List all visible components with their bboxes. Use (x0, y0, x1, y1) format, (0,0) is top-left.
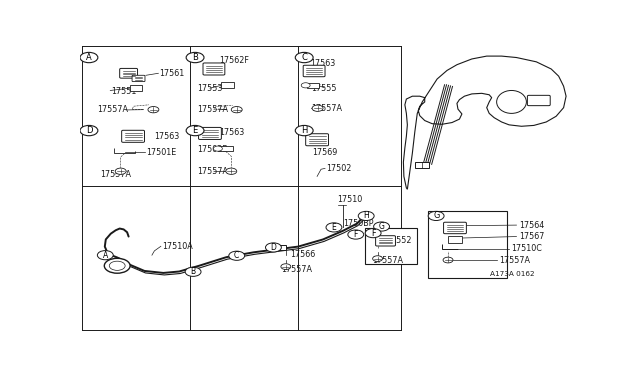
Text: 17551: 17551 (111, 87, 136, 96)
Circle shape (226, 168, 237, 174)
Circle shape (312, 105, 323, 111)
Circle shape (266, 243, 282, 252)
Text: G: G (379, 222, 385, 231)
Circle shape (326, 223, 342, 232)
Circle shape (301, 83, 310, 88)
Text: 17510: 17510 (337, 195, 362, 204)
FancyBboxPatch shape (122, 130, 145, 142)
FancyBboxPatch shape (415, 162, 429, 167)
FancyBboxPatch shape (527, 95, 550, 106)
Text: A: A (86, 53, 92, 62)
Text: 17552: 17552 (387, 236, 412, 245)
Text: H: H (364, 211, 369, 221)
Circle shape (80, 52, 98, 63)
Text: 17569: 17569 (312, 148, 337, 157)
FancyBboxPatch shape (120, 68, 138, 78)
Text: 17561: 17561 (159, 69, 184, 78)
Circle shape (185, 267, 201, 276)
Text: 17555: 17555 (312, 84, 337, 93)
Text: H: H (301, 126, 307, 135)
Circle shape (295, 125, 313, 136)
Text: F: F (353, 230, 358, 239)
Text: 17566: 17566 (290, 250, 315, 259)
Text: 17567: 17567 (519, 232, 545, 241)
Text: 17557A: 17557A (197, 167, 228, 176)
Circle shape (148, 106, 159, 113)
Text: C: C (301, 53, 307, 62)
Circle shape (443, 257, 453, 263)
Text: B: B (191, 267, 196, 276)
Text: 17563: 17563 (219, 128, 244, 137)
FancyBboxPatch shape (428, 211, 507, 278)
Text: 17557A: 17557A (100, 170, 131, 179)
FancyBboxPatch shape (376, 236, 396, 246)
Text: 17564: 17564 (519, 221, 544, 230)
FancyBboxPatch shape (306, 134, 328, 146)
Text: F: F (371, 229, 376, 238)
Text: D: D (86, 126, 92, 135)
FancyBboxPatch shape (271, 244, 286, 250)
Circle shape (186, 52, 204, 63)
FancyBboxPatch shape (130, 85, 142, 91)
Circle shape (213, 146, 222, 151)
Circle shape (115, 168, 126, 174)
FancyBboxPatch shape (198, 128, 221, 140)
Text: 17502B: 17502B (197, 145, 228, 154)
Text: 17557A: 17557A (281, 265, 312, 274)
Circle shape (428, 211, 444, 221)
Text: 17510A: 17510A (162, 242, 193, 251)
FancyBboxPatch shape (365, 228, 417, 264)
Text: A: A (102, 251, 108, 260)
FancyBboxPatch shape (444, 222, 467, 234)
Text: B: B (192, 53, 198, 62)
Text: 17557A: 17557A (372, 256, 404, 264)
FancyBboxPatch shape (303, 65, 325, 77)
Text: 17510C: 17510C (511, 244, 542, 253)
Text: 17557A: 17557A (97, 105, 129, 115)
Text: 17563: 17563 (154, 132, 180, 141)
Text: 17557A: 17557A (198, 105, 228, 113)
Text: 17501E: 17501E (146, 148, 176, 157)
Text: D: D (271, 243, 276, 252)
Circle shape (231, 106, 242, 113)
FancyBboxPatch shape (307, 83, 319, 88)
Circle shape (358, 211, 374, 221)
Circle shape (348, 230, 364, 239)
Circle shape (295, 52, 313, 63)
Text: 1750BP: 1750BP (343, 219, 373, 228)
Ellipse shape (497, 90, 526, 113)
Text: 17562F: 17562F (219, 56, 249, 65)
Circle shape (281, 264, 291, 269)
Text: G: G (433, 211, 439, 221)
Circle shape (104, 258, 130, 273)
Text: 17563: 17563 (310, 58, 336, 68)
Circle shape (372, 256, 383, 262)
FancyBboxPatch shape (218, 146, 233, 151)
Text: 17553: 17553 (198, 84, 223, 93)
Text: 17557A: 17557A (499, 256, 530, 264)
Circle shape (374, 222, 390, 231)
Circle shape (80, 125, 98, 136)
Text: C: C (234, 251, 239, 260)
FancyBboxPatch shape (221, 83, 234, 88)
FancyBboxPatch shape (447, 236, 463, 243)
Text: E: E (332, 223, 337, 232)
Circle shape (109, 261, 125, 270)
Circle shape (97, 251, 113, 260)
Text: E: E (193, 126, 198, 135)
Text: 17557A: 17557A (312, 104, 342, 113)
Polygon shape (403, 56, 566, 189)
FancyBboxPatch shape (203, 63, 225, 75)
Circle shape (365, 228, 381, 238)
FancyBboxPatch shape (132, 75, 145, 81)
Text: A173A 0162: A173A 0162 (490, 271, 534, 277)
Circle shape (186, 125, 204, 136)
Circle shape (229, 251, 244, 260)
Text: 17502: 17502 (326, 164, 352, 173)
